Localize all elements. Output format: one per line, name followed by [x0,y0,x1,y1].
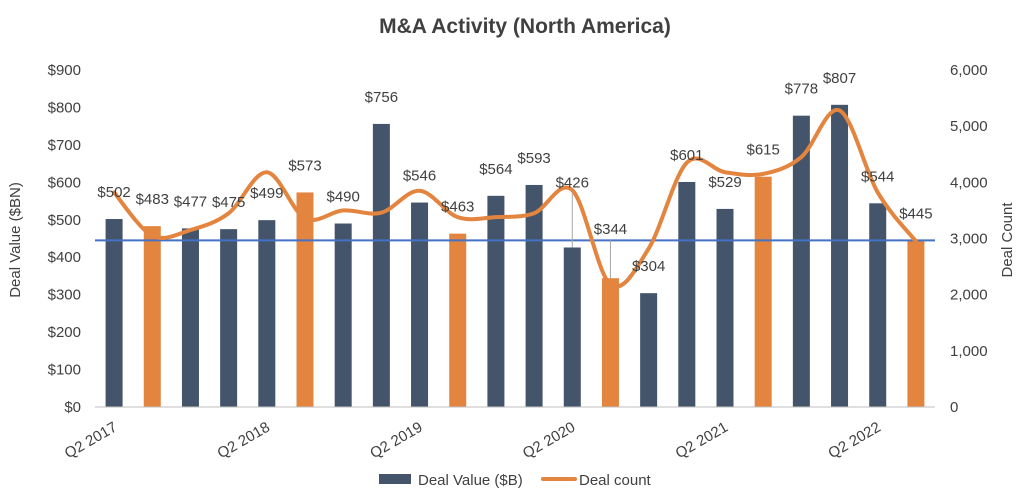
y2-tick-label: 1,000 [950,343,988,360]
bar-data-label: $344 [594,221,627,238]
y-tick-label: $300 [48,287,81,304]
deal-value-bar [220,229,238,407]
bar-data-label: $463 [441,199,474,216]
deal-value-bar [831,104,849,407]
deal-value-bar [449,233,467,407]
bar-data-label: $564 [479,161,512,178]
y2-tick-label: 2,000 [950,287,988,304]
chart-title: M&A Activity (North America) [379,15,671,38]
bar-data-label: $529 [708,174,741,191]
y2-tick-label: 0 [950,399,958,416]
y-tick-label: $500 [48,212,81,229]
bar-data-label: $445 [899,205,932,222]
y-axis-title: Deal Value ($BN) [7,182,24,298]
y-axis-ticks: $0 $100 $200 $300 $400 $500 $600 $700 $800 $900 [48,62,81,416]
deal-value-bar [411,202,429,407]
x-tick-label: Q2 2021 [673,419,731,462]
y-tick-label: $800 [48,99,81,116]
y2-tick-label: 4,000 [950,174,988,191]
x-tick-label: Q2 2017 [62,419,120,462]
deal-value-bar [372,123,390,408]
deal-value-bar [143,226,161,407]
bar-data-label: $546 [403,168,436,185]
deal-value-bar [334,223,352,407]
y2-tick-label: 3,000 [950,231,988,248]
deal-value-bar [792,115,810,407]
x-axis-ticks: Q2 2017 Q2 2018 Q2 2019 Q2 2020 Q2 2021 Q2 20… [62,419,884,462]
deal-value-bar [640,293,658,407]
deal-count-line-group [112,108,918,289]
deal-value-bar [258,220,276,407]
label-leader-lines [571,193,611,279]
deal-value-bar [907,240,925,407]
bar-data-label: $593 [517,150,550,167]
deal-value-bar [525,184,543,407]
y2-axis-ticks: 0 1,000 2,000 3,000 4,000 5,000 6,000 [950,62,988,416]
bar-data-label: $573 [288,157,321,174]
x-tick-label: Q2 2018 [214,419,272,462]
y-tick-label: $100 [48,362,81,379]
bar-data-label: $502 [97,184,130,201]
bar-data-label: $477 [174,193,207,210]
deal-count-line [112,108,918,289]
bar-data-label: $426 [556,174,589,191]
bar-data-label: $807 [823,70,856,87]
deal-value-bar [869,203,887,407]
deal-value-bar [716,208,734,407]
bar-data-label: $475 [212,194,245,211]
deal-value-bar [601,278,619,407]
deal-value-bar [563,247,581,407]
x-tick-label: Q2 2022 [825,419,883,462]
y-tick-label: $600 [48,174,81,191]
y-tick-label: $400 [48,249,81,266]
deal-value-bar [296,192,314,407]
bar-data-label: $304 [632,258,665,275]
bar-data-label: $544 [861,168,894,185]
deal-value-bar [181,228,199,407]
bar-data-label: $601 [670,147,703,164]
deal-value-bar [487,195,505,407]
bar-data-label: $483 [136,191,169,208]
bar-data-label: $615 [746,142,779,159]
bars [105,104,925,408]
y-tick-label: $700 [48,137,81,154]
deal-value-bar [754,176,772,407]
y-tick-label: $900 [48,62,81,79]
legend-swatch-deal-value [379,474,411,484]
bar-data-label: $778 [785,81,818,98]
legend: Deal Value ($B) Deal count [379,472,652,489]
bar-data-label: $490 [326,189,359,206]
y-tick-label: $0 [64,399,81,416]
deal-value-bar [105,219,123,407]
y2-tick-label: 6,000 [950,62,988,79]
bar-data-label: $756 [365,89,398,106]
bar-data-label: $499 [250,185,283,202]
x-tick-label: Q2 2020 [520,419,578,462]
legend-label-deal-count: Deal count [579,472,652,489]
y-tick-label: $200 [48,324,81,341]
x-tick-label: Q2 2019 [367,419,425,462]
deal-value-bar [678,181,696,407]
y2-axis-title: Deal Count [999,202,1016,278]
y2-tick-label: 5,000 [950,118,988,135]
data-labels: $502 $483 $477 $475 $499 $573 $490 $756 $546 $463… [97,70,932,275]
legend-label-deal-value: Deal Value ($B) [418,472,523,489]
